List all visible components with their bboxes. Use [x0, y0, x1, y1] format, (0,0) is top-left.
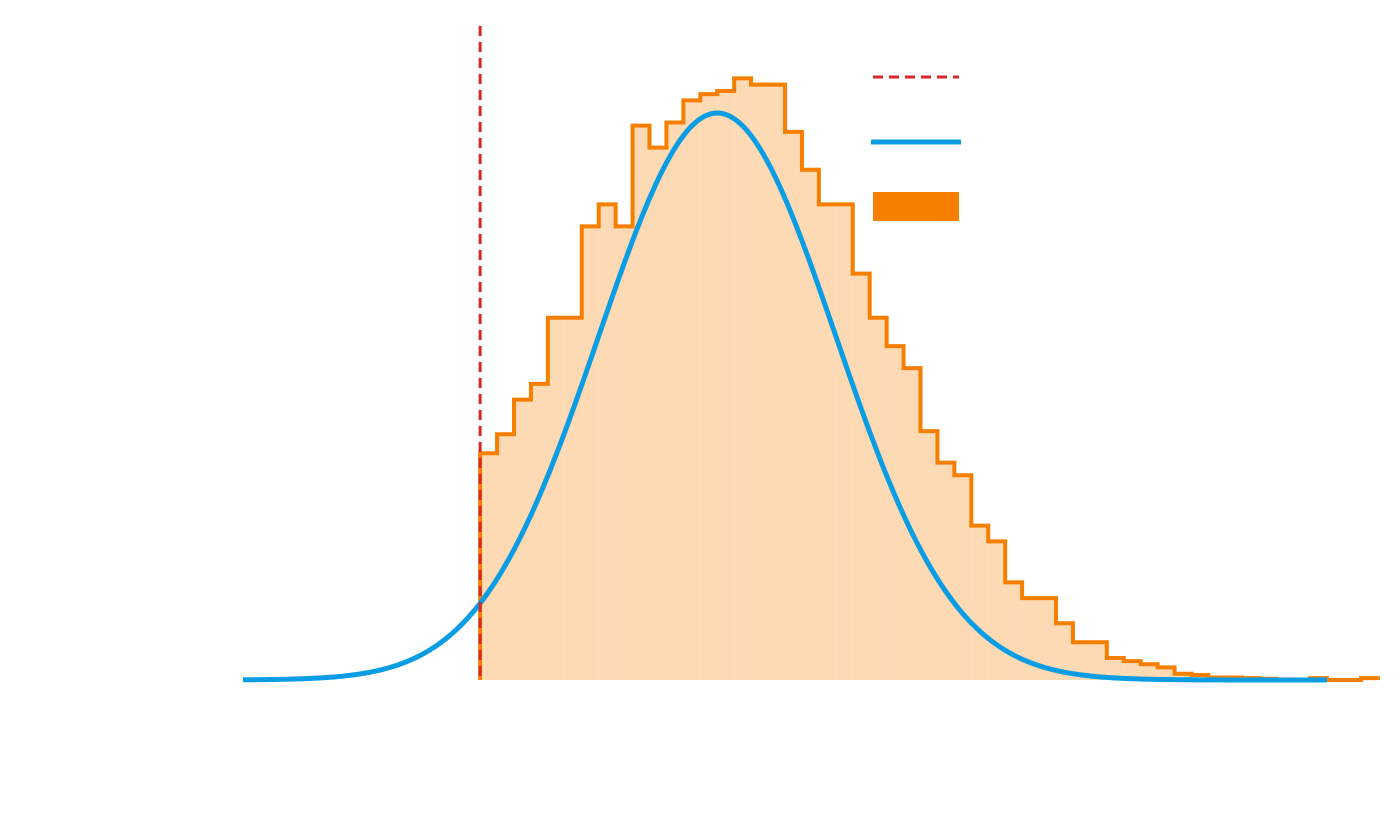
histogram-bar	[1072, 642, 1090, 680]
histogram-bar	[801, 169, 819, 680]
histogram-bar	[1106, 657, 1124, 680]
histogram-bar	[717, 90, 735, 680]
histogram-bar	[1174, 673, 1192, 680]
histogram-bar	[1039, 598, 1056, 680]
legend-histogram-handle	[873, 192, 959, 221]
histogram-bar	[547, 317, 565, 680]
histogram-bar	[1140, 664, 1158, 680]
histogram-bar	[1123, 661, 1141, 680]
density-curve	[242, 110, 1327, 683]
histogram-bar	[1022, 598, 1040, 680]
histogram-bar	[1005, 582, 1023, 680]
histogram-layer	[478, 76, 1380, 682]
histogram-bar	[598, 204, 616, 680]
curve-layer	[242, 110, 1327, 683]
histogram-bar	[615, 226, 633, 680]
histogram-bar	[700, 94, 718, 681]
histogram-bar	[903, 368, 921, 680]
histogram-bar	[497, 434, 514, 680]
histogram-bar	[1056, 623, 1073, 680]
histogram-bar	[649, 147, 667, 680]
histogram-bar	[564, 317, 582, 680]
histogram-bar	[1157, 667, 1175, 680]
histogram-bar	[734, 78, 752, 681]
histogram-bar	[971, 525, 989, 680]
histogram-bar	[852, 273, 870, 680]
histogram-bar	[937, 462, 955, 680]
histogram-bar	[835, 204, 853, 680]
histogram-bar	[683, 100, 701, 680]
histogram-bar	[768, 84, 785, 680]
histogram-bar	[480, 453, 498, 680]
histogram-bar	[785, 131, 802, 680]
histogram-bar	[869, 317, 887, 680]
histogram-bar	[954, 475, 972, 680]
histogram-bar	[886, 346, 904, 680]
histogram-bar	[751, 84, 769, 680]
histogram-bar	[1089, 642, 1107, 680]
histogram-bar	[818, 204, 836, 680]
histogram-bar	[530, 383, 548, 680]
histogram-bar	[581, 226, 599, 680]
histogram-bar	[988, 541, 1006, 680]
histogram-bar	[514, 399, 531, 680]
legend	[871, 75, 961, 221]
histogram-bar	[666, 122, 684, 680]
histogram-bar	[632, 125, 650, 681]
histogram-bar	[920, 431, 938, 680]
